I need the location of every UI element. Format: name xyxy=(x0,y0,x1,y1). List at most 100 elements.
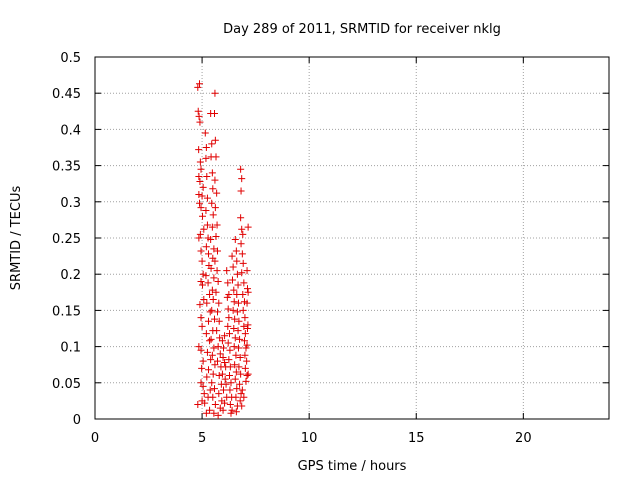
data-point xyxy=(210,409,218,417)
data-point xyxy=(208,379,216,387)
data-point xyxy=(212,288,220,296)
data-point xyxy=(231,235,239,243)
data-point xyxy=(197,379,205,387)
data-point xyxy=(205,366,213,374)
data-point xyxy=(208,169,216,177)
data-point xyxy=(202,409,210,417)
ticks: 0 5 10 15 20 0 0.05 0.1 0.15 0.2 0.25 0.3 0.35 0.4 0.4… xyxy=(52,51,609,446)
data-point xyxy=(208,223,216,231)
data-point xyxy=(199,281,207,289)
data-point xyxy=(224,339,232,347)
data-point xyxy=(208,140,216,148)
data-point xyxy=(210,274,218,282)
data-point xyxy=(237,187,245,195)
data-point xyxy=(238,250,246,258)
data-point xyxy=(227,379,235,387)
data-point xyxy=(205,317,213,325)
data-point xyxy=(234,281,242,289)
data-point xyxy=(218,337,226,345)
data-point xyxy=(197,165,205,173)
data-point xyxy=(204,279,212,287)
data-point xyxy=(212,153,220,161)
data-point xyxy=(243,341,251,349)
data-point xyxy=(206,386,214,394)
data-point xyxy=(213,327,221,335)
data-point xyxy=(198,257,206,265)
data-point xyxy=(226,386,234,394)
data-point xyxy=(243,267,251,275)
data-point xyxy=(231,315,239,323)
data-point xyxy=(203,194,211,202)
data-point xyxy=(237,165,245,173)
data-point xyxy=(203,172,211,180)
data-point xyxy=(232,351,240,359)
data-point xyxy=(239,290,247,298)
data-point xyxy=(194,83,202,91)
data-point xyxy=(196,178,204,186)
data-point xyxy=(234,327,242,335)
data-point xyxy=(197,314,205,322)
data-point xyxy=(240,393,248,401)
y-tick-label: 0.05 xyxy=(52,377,81,392)
data-point xyxy=(240,337,248,345)
data-point xyxy=(195,343,203,351)
data-point xyxy=(195,146,203,154)
data-point xyxy=(230,298,238,306)
data-point xyxy=(236,335,244,343)
data-point xyxy=(237,390,245,398)
data-point xyxy=(236,397,244,405)
data-point xyxy=(209,393,217,401)
data-point xyxy=(208,306,216,314)
data-point xyxy=(211,176,219,184)
data-point xyxy=(215,317,223,325)
data-point xyxy=(197,247,205,255)
data-point xyxy=(208,351,216,359)
data-point xyxy=(238,175,246,183)
data-point xyxy=(229,306,237,314)
data-point xyxy=(211,136,219,144)
y-tick-label: 0.4 xyxy=(60,123,81,138)
data-point xyxy=(195,172,203,180)
y-tick-label: 0.2 xyxy=(60,268,81,283)
data-point xyxy=(216,350,224,358)
y-tick-label: 0.45 xyxy=(52,87,81,102)
y-tick-label: 0.35 xyxy=(52,160,81,175)
data-point xyxy=(211,385,219,393)
data-point xyxy=(202,206,210,214)
data-point xyxy=(227,409,235,417)
data-points xyxy=(194,80,252,419)
data-point xyxy=(231,361,239,369)
data-point xyxy=(208,199,216,207)
data-point xyxy=(213,189,221,197)
data-point xyxy=(213,221,221,229)
data-point xyxy=(239,230,247,238)
data-point xyxy=(195,191,203,199)
data-point xyxy=(233,385,241,393)
data-point xyxy=(203,373,211,381)
data-point xyxy=(194,107,202,115)
data-point xyxy=(209,296,217,304)
data-point xyxy=(237,214,245,222)
data-point xyxy=(244,370,252,378)
data-point xyxy=(206,308,214,316)
data-point xyxy=(203,221,211,229)
x-axis-label: GPS time / hours xyxy=(298,459,407,474)
data-point xyxy=(212,233,220,241)
y-tick-label: 0.5 xyxy=(60,51,81,66)
data-point xyxy=(223,293,231,301)
data-point xyxy=(220,386,227,394)
data-point xyxy=(210,245,218,253)
data-point xyxy=(241,330,249,338)
data-point xyxy=(196,199,204,207)
data-point xyxy=(206,406,214,414)
y-tick-label: 0.15 xyxy=(52,304,81,319)
data-point xyxy=(239,306,247,314)
x-tick-label: 20 xyxy=(515,431,532,446)
data-point xyxy=(240,279,248,287)
data-point xyxy=(203,299,211,307)
data-point xyxy=(214,277,222,285)
data-point xyxy=(202,154,210,162)
data-point xyxy=(221,375,229,383)
data-point xyxy=(233,290,241,298)
